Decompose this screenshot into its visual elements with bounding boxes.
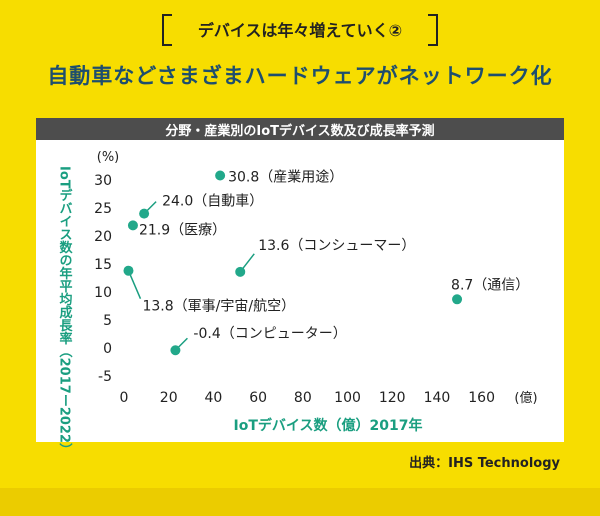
chart-panel [36,118,564,442]
y-axis-label: IoTデバイス数の年平均成長率（2017ー2022） [57,166,74,456]
footer-band [0,488,600,516]
data-label: 13.8（軍事/宇宙/航空） [142,299,295,315]
section-label-text: デバイスは年々増えていく② [197,21,403,40]
data-point [170,345,181,356]
x-axis-label: IoTデバイス数（億）2017年 [234,417,423,434]
data-point [452,294,463,305]
x-tick-label: 140 [424,390,451,406]
y-tick-label: -5 [98,369,112,385]
x-tick-label: 120 [379,390,406,406]
data-label: 13.6（コンシューマー） [258,238,415,254]
data-point [215,170,226,181]
right-bracket [428,14,438,46]
y-tick-label: 0 [103,341,112,357]
x-tick-label: 100 [334,390,361,406]
left-bracket [162,14,172,46]
y-tick-label: 25 [94,201,112,217]
data-point [123,265,134,276]
headline: 自動車などさまざまハードウェアがネットワーク化 [47,64,553,88]
x-unit-label: (億) [514,390,537,406]
data-point [139,208,150,219]
data-label: 30.8（産業用途） [228,169,343,186]
y-tick-label: 20 [94,229,112,245]
y-tick-label: 15 [94,257,112,273]
data-point [235,266,246,277]
data-point [127,220,138,231]
x-tick-label: 20 [160,390,178,406]
data-label: -0.4（コンピューター） [193,326,346,342]
chart-title: 分野・産業別のIoTデバイス数及び成長率予測 [36,118,564,140]
y-tick-label: 5 [103,313,112,329]
leader-line [127,270,142,300]
x-tick-label: 40 [204,390,222,406]
x-tick-label: 0 [120,390,129,406]
data-label: 24.0（自動車） [162,193,263,210]
data-label: 21.9（医療） [139,221,226,238]
y-tick-label: 10 [94,285,112,301]
section-label: デバイスは年々増えていく② [162,14,438,46]
x-tick-label: 80 [294,390,312,406]
y-unit-label: (%) [97,150,120,165]
x-tick-label: 160 [468,390,495,406]
x-tick-label: 60 [249,390,267,406]
data-label: 8.7（通信） [451,277,529,293]
y-tick-label: 30 [94,173,112,189]
source-note: 出典：IHS Technology [409,456,560,471]
